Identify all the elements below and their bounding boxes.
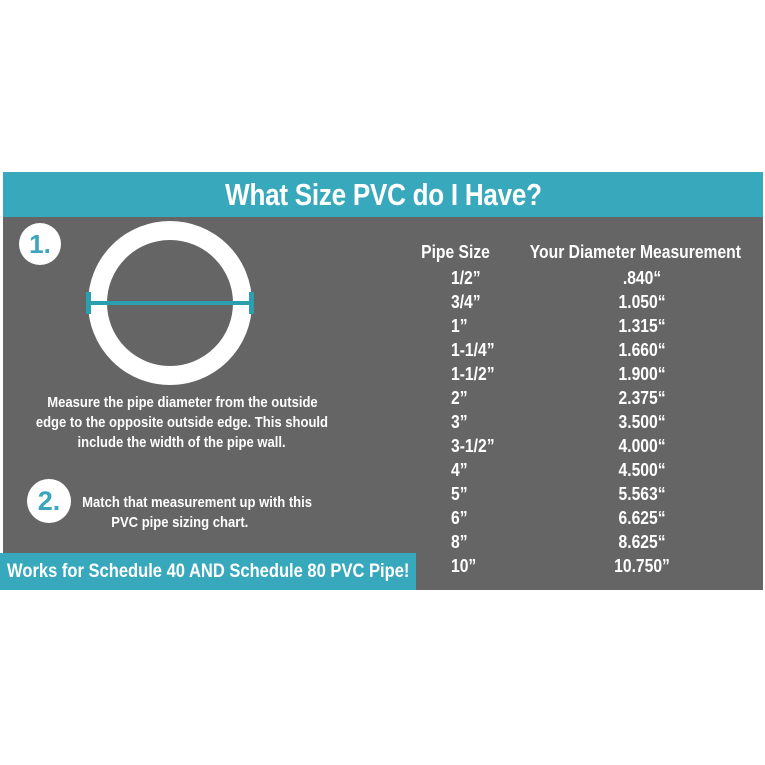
pipe-size-cell: 8” (412, 532, 512, 553)
diameter-cell: 10.750” (512, 556, 757, 577)
pipe-size-value: 1” (451, 315, 468, 336)
step-2-line-2: PVC pipe sizing chart. (111, 514, 249, 531)
pipe-size-value: 1-1/4” (451, 339, 495, 360)
diameter-cell: 1.660“ (512, 340, 757, 361)
diameter-cell: 1.900“ (512, 364, 757, 385)
pipe-size-cell: 1-1/4” (412, 340, 512, 361)
diameter-value: 4.000“ (618, 435, 666, 456)
pipe-size-cell: 10” (412, 556, 512, 577)
table-row: 3/4” 1.050“ (412, 290, 757, 314)
diameter-cell: .840“ (512, 268, 757, 289)
title-bar: What Size PVC do I Have? (3, 172, 763, 217)
diameter-cell: 6.625“ (512, 508, 757, 529)
table-row: 1/2” .840“ (412, 266, 757, 290)
step-1-line-1: Measure the pipe diameter from the outsi… (46, 394, 318, 411)
diameter-value: 1.050“ (618, 291, 666, 312)
diameter-value: .840“ (622, 267, 662, 288)
pipe-size-value: 1/2” (451, 267, 481, 288)
step-1-badge: 1. (19, 223, 61, 265)
step-1-line-3: include the width of the pipe wall. (77, 434, 287, 451)
pipe-size-value: 4” (451, 459, 468, 480)
pipe-size-cell: 6” (412, 508, 512, 529)
pipe-size-cell: 3” (412, 412, 512, 433)
step-1-instruction: Measure the pipe diameter from the outsi… (2, 393, 362, 453)
measurement-cap-left (86, 292, 91, 314)
diameter-measurement-line (88, 301, 252, 305)
pipe-size-cell: 4” (412, 460, 512, 481)
diameter-value: 8.625“ (618, 531, 666, 552)
pipe-size-value: 3/4” (451, 291, 481, 312)
pipe-size-value: 3” (451, 411, 468, 432)
table-row: 1” 1.315“ (412, 314, 757, 338)
table-row: 5” 5.563“ (412, 482, 757, 506)
table-row: 1-1/2” 1.900“ (412, 362, 757, 386)
diameter-value: 10.750” (614, 555, 670, 576)
diameter-cell: 8.625“ (512, 532, 757, 553)
table-row: 6” 6.625“ (412, 506, 757, 530)
pipe-size-cell: 1” (412, 316, 512, 337)
pipe-size-value: 10” (451, 555, 477, 576)
pipe-size-cell: 2” (412, 388, 512, 409)
table-row: 10” 10.750” (412, 554, 757, 578)
diameter-value: 1.900“ (618, 363, 666, 384)
pipe-size-value: 5” (451, 483, 468, 504)
measurement-cap-right (249, 292, 254, 314)
step-2-line-1: Match that measurement up with this (82, 494, 313, 511)
table-row: 2” 2.375“ (412, 386, 757, 410)
diameter-value: 5.563“ (618, 483, 666, 504)
diameter-value: 2.375“ (618, 387, 666, 408)
step-1-line-2: edge to the opposite outside edge. This … (35, 414, 329, 431)
pipe-size-value: 6” (451, 507, 468, 528)
diameter-cell: 4.500“ (512, 460, 757, 481)
step-1-number: 1. (29, 228, 51, 259)
size-table-rows: 1/2” .840“ 3/4” 1.050“ 1” 1.315“ 1-1/4” 1.660“ 1… (412, 266, 757, 578)
pipe-size-cell: 1/2” (412, 268, 512, 289)
diameter-cell: 3.500“ (512, 412, 757, 433)
diameter-cell: 4.000“ (512, 436, 757, 457)
diameter-value: 3.500“ (618, 411, 666, 432)
pipe-size-cell: 3-1/2” (412, 436, 512, 457)
step-2-instruction: Match that measurement up with this PVC … (65, 493, 312, 533)
size-table-header: Pipe Size Your Diameter Measurement (412, 242, 757, 264)
pipe-size-value: 1-1/2” (451, 363, 495, 384)
diameter-value: 4.500“ (618, 459, 666, 480)
diameter-cell: 2.375“ (512, 388, 757, 409)
pipe-size-value: 3-1/2” (451, 435, 495, 456)
diameter-value: 1.660“ (618, 339, 666, 360)
table-row: 4” 4.500“ (412, 458, 757, 482)
pipe-size-cell: 5” (412, 484, 512, 505)
diameter-cell: 1.050“ (512, 292, 757, 313)
diameter-cell: 1.315“ (512, 316, 757, 337)
diameter-value: 1.315“ (618, 315, 666, 336)
step-2-number: 2. (37, 485, 61, 516)
table-row: 3-1/2” 4.000“ (412, 434, 757, 458)
column-header-diameter: Your Diameter Measurement (530, 242, 742, 262)
banner-text: Works for Schedule 40 AND Schedule 80 PV… (6, 560, 410, 582)
schedule-compatibility-banner: Works for Schedule 40 AND Schedule 80 PV… (0, 553, 416, 590)
table-row: 1-1/4” 1.660“ (412, 338, 757, 362)
step-2-badge: 2. (27, 479, 71, 523)
diameter-value: 6.625“ (618, 507, 666, 528)
pipe-size-cell: 3/4” (412, 292, 512, 313)
table-row: 8” 8.625“ (412, 530, 757, 554)
column-header-pipe-size: Pipe Size (421, 242, 491, 262)
diameter-cell: 5.563“ (512, 484, 757, 505)
pipe-size-cell: 1-1/2” (412, 364, 512, 385)
table-row: 3” 3.500“ (412, 410, 757, 434)
pipe-size-value: 2” (451, 387, 468, 408)
pipe-size-value: 8” (451, 531, 468, 552)
page-title: What Size PVC do I Have? (224, 176, 542, 212)
